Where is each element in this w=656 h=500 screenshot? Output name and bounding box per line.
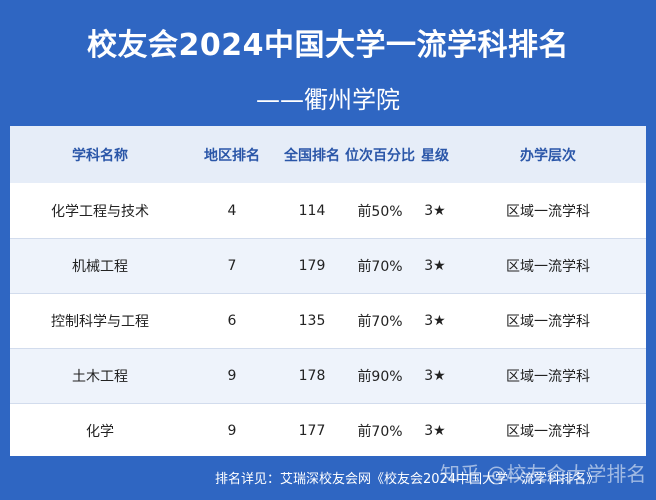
cell-level: 区域一流学科 [506,424,590,440]
cell-percentile: 前90% [357,369,403,385]
cell-percentile: 前50% [357,204,403,220]
page-title: 校友会2024中国大学一流学科排名 [87,28,569,63]
table-row: 控制科学与工程 6 135 前70% 3★ 区域一流学科 [10,294,646,348]
column-header-subject: 学科名称 [72,147,128,164]
cell-national-rank: 177 [298,423,326,439]
page-subtitle: ——衢州学院 [256,86,400,114]
title-banner: 校友会2024中国大学一流学科排名 ——衢州学院 [0,0,656,126]
cell-national-rank: 114 [298,203,326,219]
cell-level: 区域一流学科 [506,369,590,385]
cell-percentile: 前70% [357,424,403,440]
cell-star-level: 3★ [424,203,446,219]
column-header-percentile: 位次百分比 [345,147,415,164]
cell-level: 区域一流学科 [506,204,590,220]
source-note: 排名详见：艾瑞深校友会网《校友会2024中国大学一流学科排名》 [215,472,600,487]
zhihu-watermark: 知乎 @校友会大学排名 [440,462,647,486]
cell-subject: 机械工程 [72,259,128,275]
row-divider [10,293,646,294]
table-row: 机械工程 7 179 前70% 3★ 区域一流学科 [10,239,646,293]
cell-percentile: 前70% [357,259,403,275]
cell-subject: 土木工程 [72,369,128,385]
cell-national-rank: 135 [298,313,326,329]
cell-percentile: 前70% [357,314,403,330]
cell-regional-rank: 9 [227,368,237,384]
cell-level: 区域一流学科 [506,259,590,275]
cell-national-rank: 179 [298,258,326,274]
cell-star-level: 3★ [424,368,446,384]
table-row: 化学 9 177 前70% 3★ 区域一流学科 [10,404,646,458]
row-divider [10,403,646,404]
cell-star-level: 3★ [424,423,446,439]
table-header-row: 学科名称 地区排名 全国排名 位次百分比 星级 办学层次 [10,126,646,183]
footer: 排名详见：艾瑞深校友会网《校友会2024中国大学一流学科排名》 知乎 @校友会大… [0,456,656,500]
table-row: 化学工程与技术 4 114 前50% 3★ 区域一流学科 [10,184,646,238]
column-header-star-level: 星级 [421,147,449,164]
table-row: 土木工程 9 178 前90% 3★ 区域一流学科 [10,349,646,403]
ranking-table: 学科名称 地区排名 全国排名 位次百分比 星级 办学层次 化学工程与技术 4 1… [10,126,646,456]
cell-subject: 化学工程与技术 [51,204,149,220]
column-header-national-rank: 全国排名 [284,147,340,164]
column-header-level: 办学层次 [520,147,576,164]
cell-regional-rank: 9 [227,423,237,439]
cell-star-level: 3★ [424,313,446,329]
cell-subject: 控制科学与工程 [51,314,149,330]
cell-star-level: 3★ [424,258,446,274]
row-divider [10,348,646,349]
cell-regional-rank: 7 [227,258,237,274]
cell-subject: 化学 [86,424,114,440]
cell-regional-rank: 4 [227,203,237,219]
cell-level: 区域一流学科 [506,314,590,330]
row-divider [10,238,646,239]
column-header-regional-rank: 地区排名 [204,147,260,164]
cell-regional-rank: 6 [227,313,237,329]
cell-national-rank: 178 [298,368,326,384]
